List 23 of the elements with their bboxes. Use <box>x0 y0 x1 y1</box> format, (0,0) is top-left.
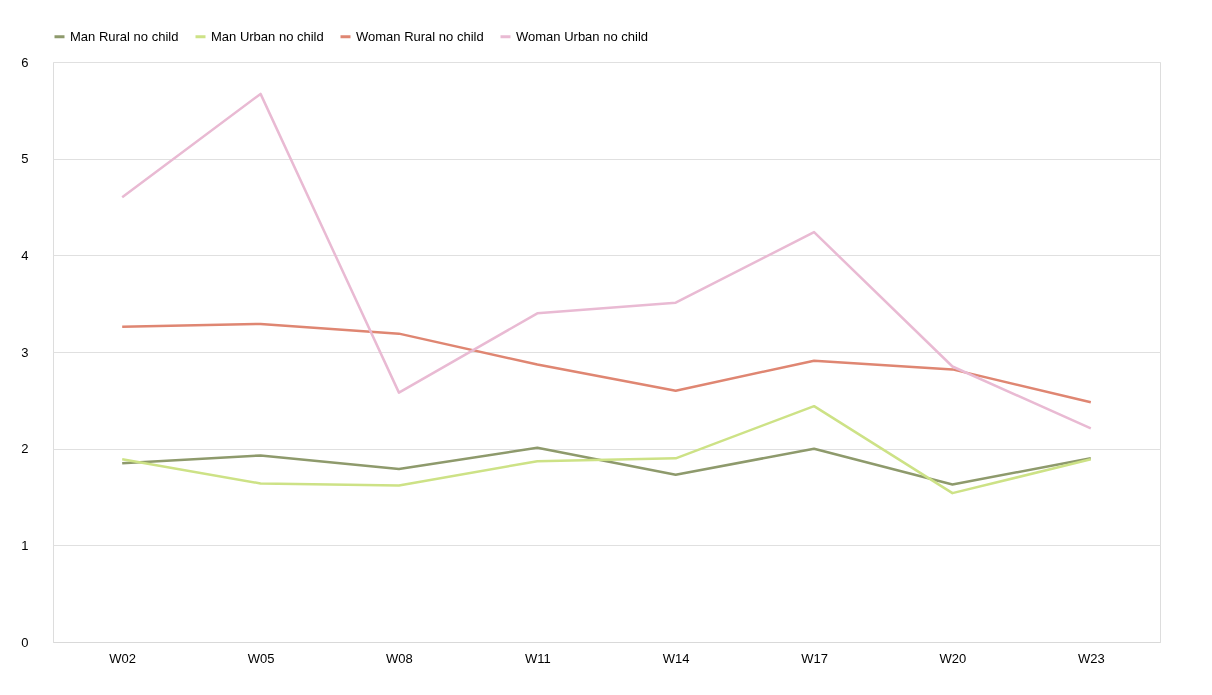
x-tick-label: W11 <box>524 650 551 666</box>
x-tick-label: W17 <box>801 650 828 666</box>
y-tick-label: 5 <box>21 151 29 167</box>
y-tick-label: 3 <box>21 344 29 360</box>
legend-label: Woman Rural no child <box>356 28 484 44</box>
x-tick-label: W02 <box>109 650 137 666</box>
y-tick-label: 4 <box>21 247 29 263</box>
legend-label: Woman Urban no child <box>516 28 648 44</box>
x-tick-label: W14 <box>662 650 690 666</box>
x-tick-label: W23 <box>1077 650 1105 666</box>
legend-label: Man Rural no child <box>70 28 179 44</box>
x-tick-label: W08 <box>386 650 413 666</box>
legend-label: Man Urban no child <box>211 28 324 44</box>
y-tick-label: 1 <box>21 537 29 553</box>
x-tick-label: W05 <box>247 650 275 666</box>
line-series <box>120 322 1093 404</box>
line-series <box>120 92 1093 430</box>
y-tick-label: 0 <box>21 634 29 650</box>
x-tick-label: W20 <box>939 650 967 666</box>
y-tick-label: 6 <box>21 54 29 70</box>
y-tick-label: 2 <box>21 441 29 457</box>
line-series <box>120 446 1093 486</box>
line-series <box>120 404 1093 495</box>
